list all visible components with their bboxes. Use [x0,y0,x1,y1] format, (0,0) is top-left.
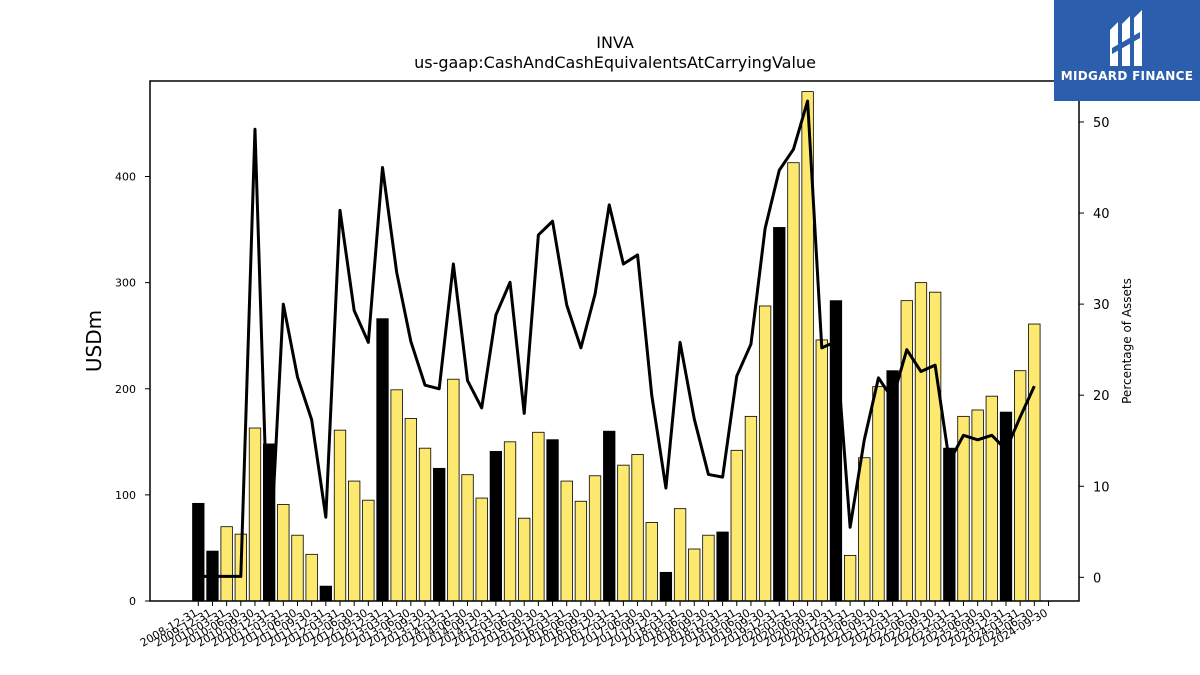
bar-2012-09-30 [362,499,375,602]
bar-2020-03-31 [787,162,800,602]
bar-2017-06-30 [631,454,644,602]
bar-2018-03-31 [673,508,687,602]
y-tick-label: 100 [115,489,136,502]
bar-2010-09-30 [248,427,262,602]
bar-2016-03-31 [560,480,573,602]
y2-tick-label: 40 [1093,207,1110,222]
bar-2021-06-30 [858,457,871,602]
x-axis: 2008-12-312009-12-312010-03-312010-06-30… [138,601,1050,650]
bar-2017-09-30 [645,522,658,602]
bar-2019-06-30 [744,415,758,602]
bar-2016-06-30 [574,500,588,602]
bar-2013-12-31 [433,467,446,602]
bar-2011-12-31 [319,585,332,602]
bar-2015-06-30 [518,517,531,602]
y2-tick-label: 50 [1093,116,1110,131]
logo-text: MIDGARD FINANCE [1060,69,1194,83]
bar-2024-06-30 [1028,323,1041,602]
y-tick-label: 0 [129,595,136,608]
y-tick-label: 300 [115,277,136,290]
bar-2019-03-31 [730,449,743,602]
y-axis-label: USDm [82,310,106,372]
bar-2008-12-31 [192,502,205,602]
chart-subtitle: us-gaap:CashAndCashEquivalentsAtCarrying… [414,53,816,72]
bar-2014-06-30 [461,474,474,602]
bar-2018-12-31 [716,531,729,602]
bar-2016-12-31 [603,430,616,602]
bar-2017-12-31 [659,571,673,602]
y2-axis: 0 10 20 30 40 50 [1079,116,1110,586]
logo: MIDGARD FINANCE [1054,0,1200,101]
bar-2021-03-31 [843,554,857,602]
bar-2011-09-30 [305,553,318,602]
bar-2011-03-31 [277,504,290,602]
y2-tick-label: 0 [1093,571,1101,586]
bar-2014-12-31 [489,450,503,602]
bar-2022-12-31 [943,447,956,602]
line-group [198,99,1036,578]
bar-2019-12-31 [773,227,786,602]
bar-2018-09-30 [702,534,715,602]
bar-2021-09-30 [872,386,885,602]
bar-2021-12-31 [886,370,899,602]
bar-2022-06-30 [914,282,928,602]
bar-2023-09-30 [985,395,998,602]
bar-2022-09-30 [928,291,942,602]
plot-frame [149,80,1080,602]
bar-2010-03-31 [220,526,233,602]
bar-2015-09-30 [532,431,545,602]
bar-2013-06-30 [404,418,418,602]
bar-2012-12-31 [376,318,389,602]
bar-2015-03-31 [503,441,517,602]
bar-2020-09-30 [815,339,828,602]
y-tick-label: 400 [115,171,136,184]
bar-2017-03-31 [617,464,630,602]
bar-2022-03-31 [900,300,913,602]
bar-group [192,91,1041,602]
bar-2014-09-30 [475,497,488,602]
bar-2012-03-31 [333,429,347,602]
bar-2011-06-30 [291,534,304,602]
bar-2015-12-31 [546,439,559,602]
y2-tick-label: 10 [1093,480,1110,495]
y2-tick-label: 20 [1093,389,1110,404]
y-tick-label: 200 [115,383,136,396]
bar-2013-09-30 [418,447,432,602]
bar-2018-06-30 [688,548,701,602]
bar-2012-06-30 [348,480,361,602]
percentage-line [198,99,1036,578]
logo-mark-icon [1110,10,1142,66]
y2-axis-label: Percentage of Assets [1120,278,1134,404]
chart-title: INVA [596,33,634,52]
bar-2013-03-31 [390,389,403,602]
bar-2016-09-30 [588,475,602,602]
y-axis: 0 100 200 300 400 [115,171,150,608]
bar-2019-09-30 [758,305,772,602]
y2-tick-label: 30 [1093,298,1110,313]
bar-2014-03-31 [447,378,460,602]
